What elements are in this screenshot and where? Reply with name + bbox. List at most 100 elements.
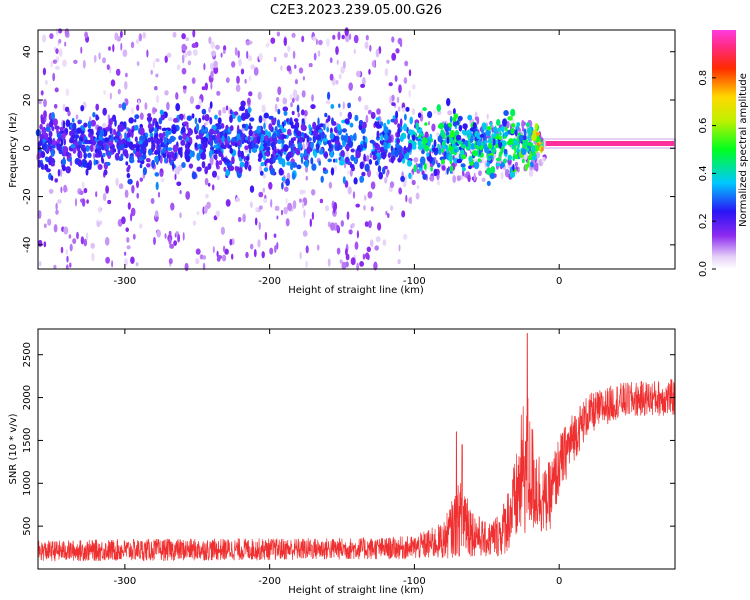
spectrogram-x-axis: -300 -200 -100 0 — [114, 30, 562, 287]
spectrogram-blob — [136, 192, 139, 199]
spectrogram-blob — [349, 122, 354, 128]
spectrogram-blob — [305, 245, 309, 254]
spectrogram-blob — [317, 50, 321, 57]
spectrogram-blob — [374, 143, 378, 148]
spectrogram-blob — [308, 130, 312, 135]
spectrogram-blob — [342, 101, 345, 110]
spectrogram-blob — [396, 138, 400, 144]
spectrogram-blob — [52, 72, 56, 82]
spectrogram-blob — [436, 162, 441, 168]
spectrogram-blob — [498, 135, 503, 140]
spectrogram-blob — [195, 258, 200, 265]
spectrogram-blob — [166, 153, 170, 159]
spectrogram-blob — [274, 146, 277, 155]
spectrogram-blob — [83, 187, 88, 194]
spectrogram-blob — [263, 142, 268, 148]
spectrogram-blob — [168, 156, 172, 164]
spectrogram-blob — [287, 152, 291, 157]
spectrogram-blob — [118, 183, 124, 190]
spectrogram-x-axis-label: Height of straight line (km) — [288, 285, 424, 296]
spectrogram-blob — [216, 132, 221, 140]
spectrogram-blob — [202, 255, 206, 260]
spectrogram-blob — [130, 41, 135, 49]
spectrogram-blob — [109, 92, 112, 100]
spectrogram-blob — [59, 126, 64, 131]
spectrogram-blob — [277, 129, 281, 138]
spectrogram-blob — [209, 146, 215, 151]
spectrogram-blob — [287, 45, 291, 52]
spectrogram-blob — [274, 244, 277, 254]
spectrogram-blob — [179, 212, 182, 219]
spectrogram-blob — [409, 116, 414, 125]
spectrogram-blob — [324, 112, 328, 118]
spectrogram-blob — [511, 145, 516, 150]
spectrogram-blob — [432, 147, 437, 152]
spectrogram-blob — [330, 104, 335, 109]
spectrogram-blob — [383, 142, 389, 150]
spectrogram-blob — [202, 115, 205, 121]
spectrogram-blob — [486, 180, 491, 187]
spectrogram-blob — [247, 97, 251, 105]
spectrogram-blob — [146, 163, 151, 168]
spectrogram-blob — [528, 169, 534, 177]
spectrogram-blob — [241, 123, 246, 129]
spectrogram-blob — [268, 115, 274, 120]
spectrogram-blob — [510, 108, 516, 117]
spectrogram-blob — [115, 68, 121, 76]
spectrogram-blob — [51, 112, 55, 121]
spectrogram-blob — [464, 124, 467, 131]
spectrogram-blob — [131, 184, 135, 194]
spectrogram-blob — [487, 143, 493, 149]
spectrogram-blob — [191, 43, 197, 49]
spectrogram-blob — [512, 155, 516, 162]
spectrogram-blob — [403, 77, 408, 84]
spectrogram-blob — [447, 110, 453, 116]
spectrogram-blob — [359, 175, 365, 183]
spectrogram-blob — [60, 138, 63, 147]
spectrogram-blob — [174, 152, 177, 159]
spectrogram-blob — [186, 115, 192, 121]
spectrogram-blob — [74, 134, 80, 139]
spectrogram-blob — [474, 144, 480, 150]
spectrogram-blob — [72, 122, 77, 131]
spectrogram-blob — [147, 123, 153, 130]
spectrogram-blob — [267, 138, 271, 147]
spectrogram-blob — [389, 181, 395, 189]
spectrogram-blob — [488, 155, 494, 160]
spectrogram-blob — [121, 102, 127, 111]
spectrogram-blob — [50, 175, 54, 182]
spectrogram-blob — [194, 142, 198, 149]
spectrogram-blob — [343, 135, 348, 142]
spectrogram-blob — [529, 150, 532, 160]
spectrogram-blob — [308, 124, 312, 129]
spectrogram-blob — [248, 75, 252, 82]
spectrogram-blob — [151, 159, 156, 169]
y-tick-label: 1000 — [22, 471, 33, 496]
spectrogram-blob — [340, 150, 345, 158]
spectrogram-blob — [248, 164, 252, 172]
spectrogram-blob — [44, 156, 49, 161]
y-tick-label: 2000 — [22, 385, 33, 410]
spectrogram-blob — [95, 103, 99, 111]
spectrogram-blob — [215, 160, 219, 168]
spectrogram-blob — [55, 48, 59, 54]
spectrogram-blob — [42, 138, 47, 143]
spectrogram-blob — [42, 34, 47, 43]
spectrogram-blob — [286, 65, 292, 72]
spectrogram-blob — [373, 261, 378, 271]
spectrogram-blob — [386, 119, 390, 125]
spectrogram-blob — [515, 154, 519, 160]
spectrogram-blob — [134, 118, 137, 123]
spectrogram-blob — [82, 159, 88, 168]
spectrogram-blob — [281, 176, 285, 182]
spectrogram-blob — [382, 239, 387, 246]
spectrogram-blob — [134, 136, 138, 142]
spectrogram-blob — [291, 150, 294, 158]
spectrogram-blob — [302, 201, 305, 209]
spectrogram-blob — [258, 53, 263, 61]
spectrogram-blob — [482, 122, 487, 131]
spectrogram-blob — [453, 113, 459, 119]
spectrogram-blob — [90, 242, 95, 249]
spectrogram-blob — [96, 221, 101, 228]
